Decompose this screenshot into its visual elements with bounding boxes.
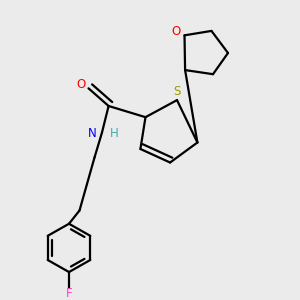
Text: S: S	[173, 85, 181, 98]
Text: O: O	[172, 25, 181, 38]
Text: O: O	[76, 78, 85, 91]
Text: F: F	[66, 287, 72, 300]
Text: N: N	[88, 128, 97, 140]
Text: H: H	[110, 128, 118, 140]
